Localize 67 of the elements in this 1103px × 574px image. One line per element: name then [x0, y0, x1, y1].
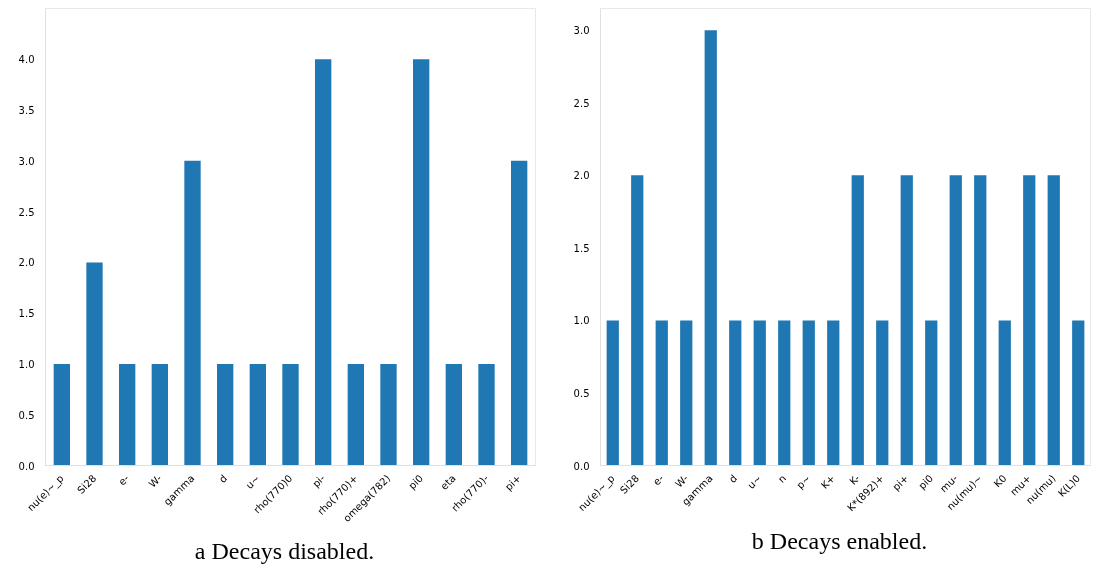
bar [631, 175, 644, 466]
y-tick-label: 3.5 [18, 105, 35, 117]
y-tick-label: 1.5 [573, 242, 590, 254]
x-tick-label: d [726, 472, 740, 485]
bar [876, 320, 889, 466]
bar [778, 320, 791, 466]
bar [445, 363, 462, 466]
y-tick-label: 1.0 [573, 315, 590, 327]
bar [680, 320, 693, 466]
y-tick-label: 4.0 [18, 54, 35, 66]
bar [347, 363, 364, 466]
x-tick-label: pi+ [890, 472, 911, 493]
bar [998, 320, 1011, 466]
bar [606, 320, 619, 466]
text: b Decays enabled. [751, 527, 928, 554]
bar [900, 175, 913, 466]
bar [151, 363, 168, 466]
y-tick-label: 2.5 [18, 206, 35, 218]
bar [86, 262, 103, 466]
bar [655, 320, 668, 466]
bar [249, 363, 266, 466]
bar [315, 59, 332, 466]
bar [413, 59, 430, 466]
y-tick-label: 2.5 [573, 97, 590, 109]
y-tick-label: 2.0 [18, 257, 35, 269]
x-tick-label: n [775, 472, 789, 485]
bar [704, 30, 717, 466]
bar [729, 320, 742, 466]
bar [1047, 175, 1060, 466]
y-tick-label: 1.5 [18, 308, 35, 320]
bar [119, 363, 136, 466]
x-tick-label: pi0 [406, 472, 426, 492]
y-tick-label: 0.0 [573, 460, 590, 472]
bar [282, 363, 299, 466]
x-tick-label: d [216, 472, 230, 485]
y-tick-label: 3.0 [18, 155, 35, 167]
y-tick-label: 3.0 [573, 25, 590, 37]
bar [478, 363, 495, 466]
bar [974, 175, 987, 466]
text: a Decays disabled. [194, 537, 375, 564]
x-tick-label: p~ [794, 472, 813, 491]
x-tick-label: e- [650, 472, 666, 488]
bar [949, 175, 962, 466]
y-tick-label: 0.5 [18, 409, 35, 421]
bar [753, 320, 766, 466]
bar [184, 160, 201, 466]
x-tick-label: pi+ [502, 472, 524, 493]
bar [802, 320, 815, 466]
x-tick-label: W- [146, 472, 164, 490]
bar [53, 363, 70, 466]
bar [380, 363, 397, 466]
x-tick-label: u~ [745, 472, 764, 491]
x-tick-label: K+ [818, 472, 838, 491]
bar [851, 175, 864, 466]
y-tick-label: 1.0 [18, 358, 35, 370]
y-tick-label: 0.5 [573, 387, 590, 399]
bar [511, 160, 528, 466]
y-tick-label: 0.0 [18, 460, 35, 472]
x-tick-label: pi0 [916, 472, 936, 492]
x-tick-label: e- [116, 472, 132, 488]
bar [827, 320, 840, 466]
bar [217, 363, 234, 466]
bar [1023, 175, 1036, 466]
y-tick-label: 2.0 [573, 170, 590, 182]
bar [925, 320, 938, 466]
bar [1072, 320, 1085, 466]
x-tick-label: K0 [991, 472, 1009, 490]
